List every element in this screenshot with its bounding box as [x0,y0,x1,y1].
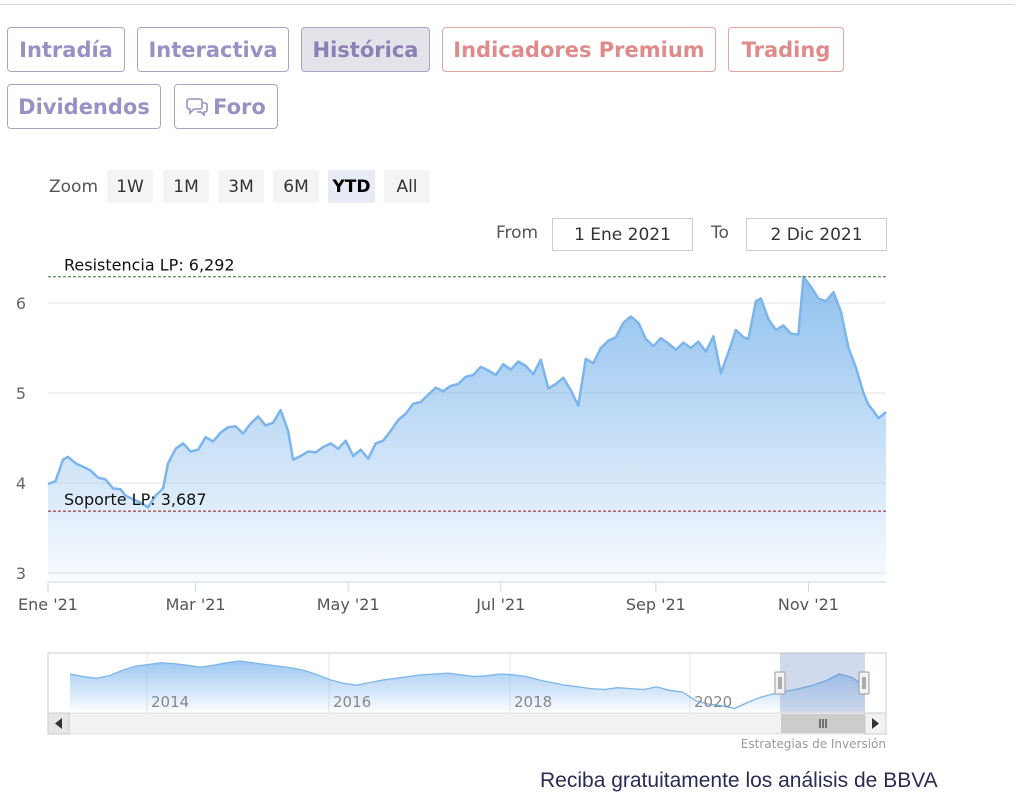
navigator-tick-labels: 2014 2016 2018 2020 [151,693,732,711]
y-tick-label: 5 [16,384,26,403]
navigator-right-handle[interactable] [858,671,870,695]
x-tick-label: Ene '21 [18,595,78,614]
y-tick-labels: 3 4 5 6 [16,294,26,583]
zoom-3m-button[interactable]: 3M [218,170,264,203]
to-date-input[interactable]: 2 Dic 2021 [746,218,887,251]
navigator-scrollbar[interactable] [47,712,887,735]
navigator-tick-label: 2020 [694,693,732,711]
zoom-6m-button[interactable]: 6M [273,170,319,203]
tab-trading[interactable]: Trading [728,27,844,72]
scroll-right-arrow-icon [872,718,879,729]
x-tick-label: Jul '21 [475,595,525,614]
zoom-all-button[interactable]: All [384,170,430,203]
price-line [47,275,887,509]
from-date-input[interactable]: 1 Ene 2021 [552,218,693,251]
zoom-label: Zoom [49,177,99,197]
x-tick-label: Sep '21 [626,595,686,614]
y-tick-label: 4 [16,474,26,493]
navigator-line [69,660,866,710]
tab-historica[interactable]: Histórica [301,27,430,72]
support-label: Soporte LP: 3,687 [64,490,207,509]
x-tick-label: Mar '21 [166,595,226,614]
x-tick-labels: Ene '21 Mar '21 May '21 Jul '21 Sep '21 Nov '… [18,582,839,614]
x-tick-label: Nov '21 [778,595,839,614]
navigator-selection[interactable] [780,653,865,713]
y-tick-label: 6 [16,294,26,313]
navigator-left-handle[interactable] [774,671,786,695]
top-divider [0,4,1015,5]
chart-credit[interactable]: Estrategias de Inversión [740,737,886,751]
navigator-tick-label: 2018 [514,693,552,711]
navigator-area [70,661,865,711]
x-tick-label: May '21 [317,595,380,614]
price-area [48,276,886,582]
tab-indicadores-premium[interactable]: Indicadores Premium [442,27,716,72]
navigator-tick-label: 2016 [333,693,371,711]
y-tick-label: 3 [16,564,26,583]
tab-foro[interactable]: Foro [174,84,278,129]
to-label: To [711,223,729,243]
from-label: From [496,223,539,243]
speech-bubbles-icon [186,97,208,117]
scroll-left-arrow-icon [55,718,62,729]
tab-dividendos[interactable]: Dividendos [7,84,161,129]
tab-interactiva[interactable]: Interactiva [137,27,289,72]
scrollbar-track[interactable] [47,712,887,735]
navigator[interactable]: 2014 2016 2018 2020 [47,652,887,714]
zoom-1m-button[interactable]: 1M [163,170,209,203]
analysis-cta-link[interactable]: Reciba gratuitamente los análisis de BBV… [540,769,938,792]
zoom-ytd-button[interactable]: YTD [328,170,375,203]
navigator-tick-label: 2014 [151,693,189,711]
resistance-label: Resistencia LP: 6,292 [64,256,235,275]
tab-intradia[interactable]: Intradía [7,27,125,72]
zoom-1w-button[interactable]: 1W [107,170,153,203]
